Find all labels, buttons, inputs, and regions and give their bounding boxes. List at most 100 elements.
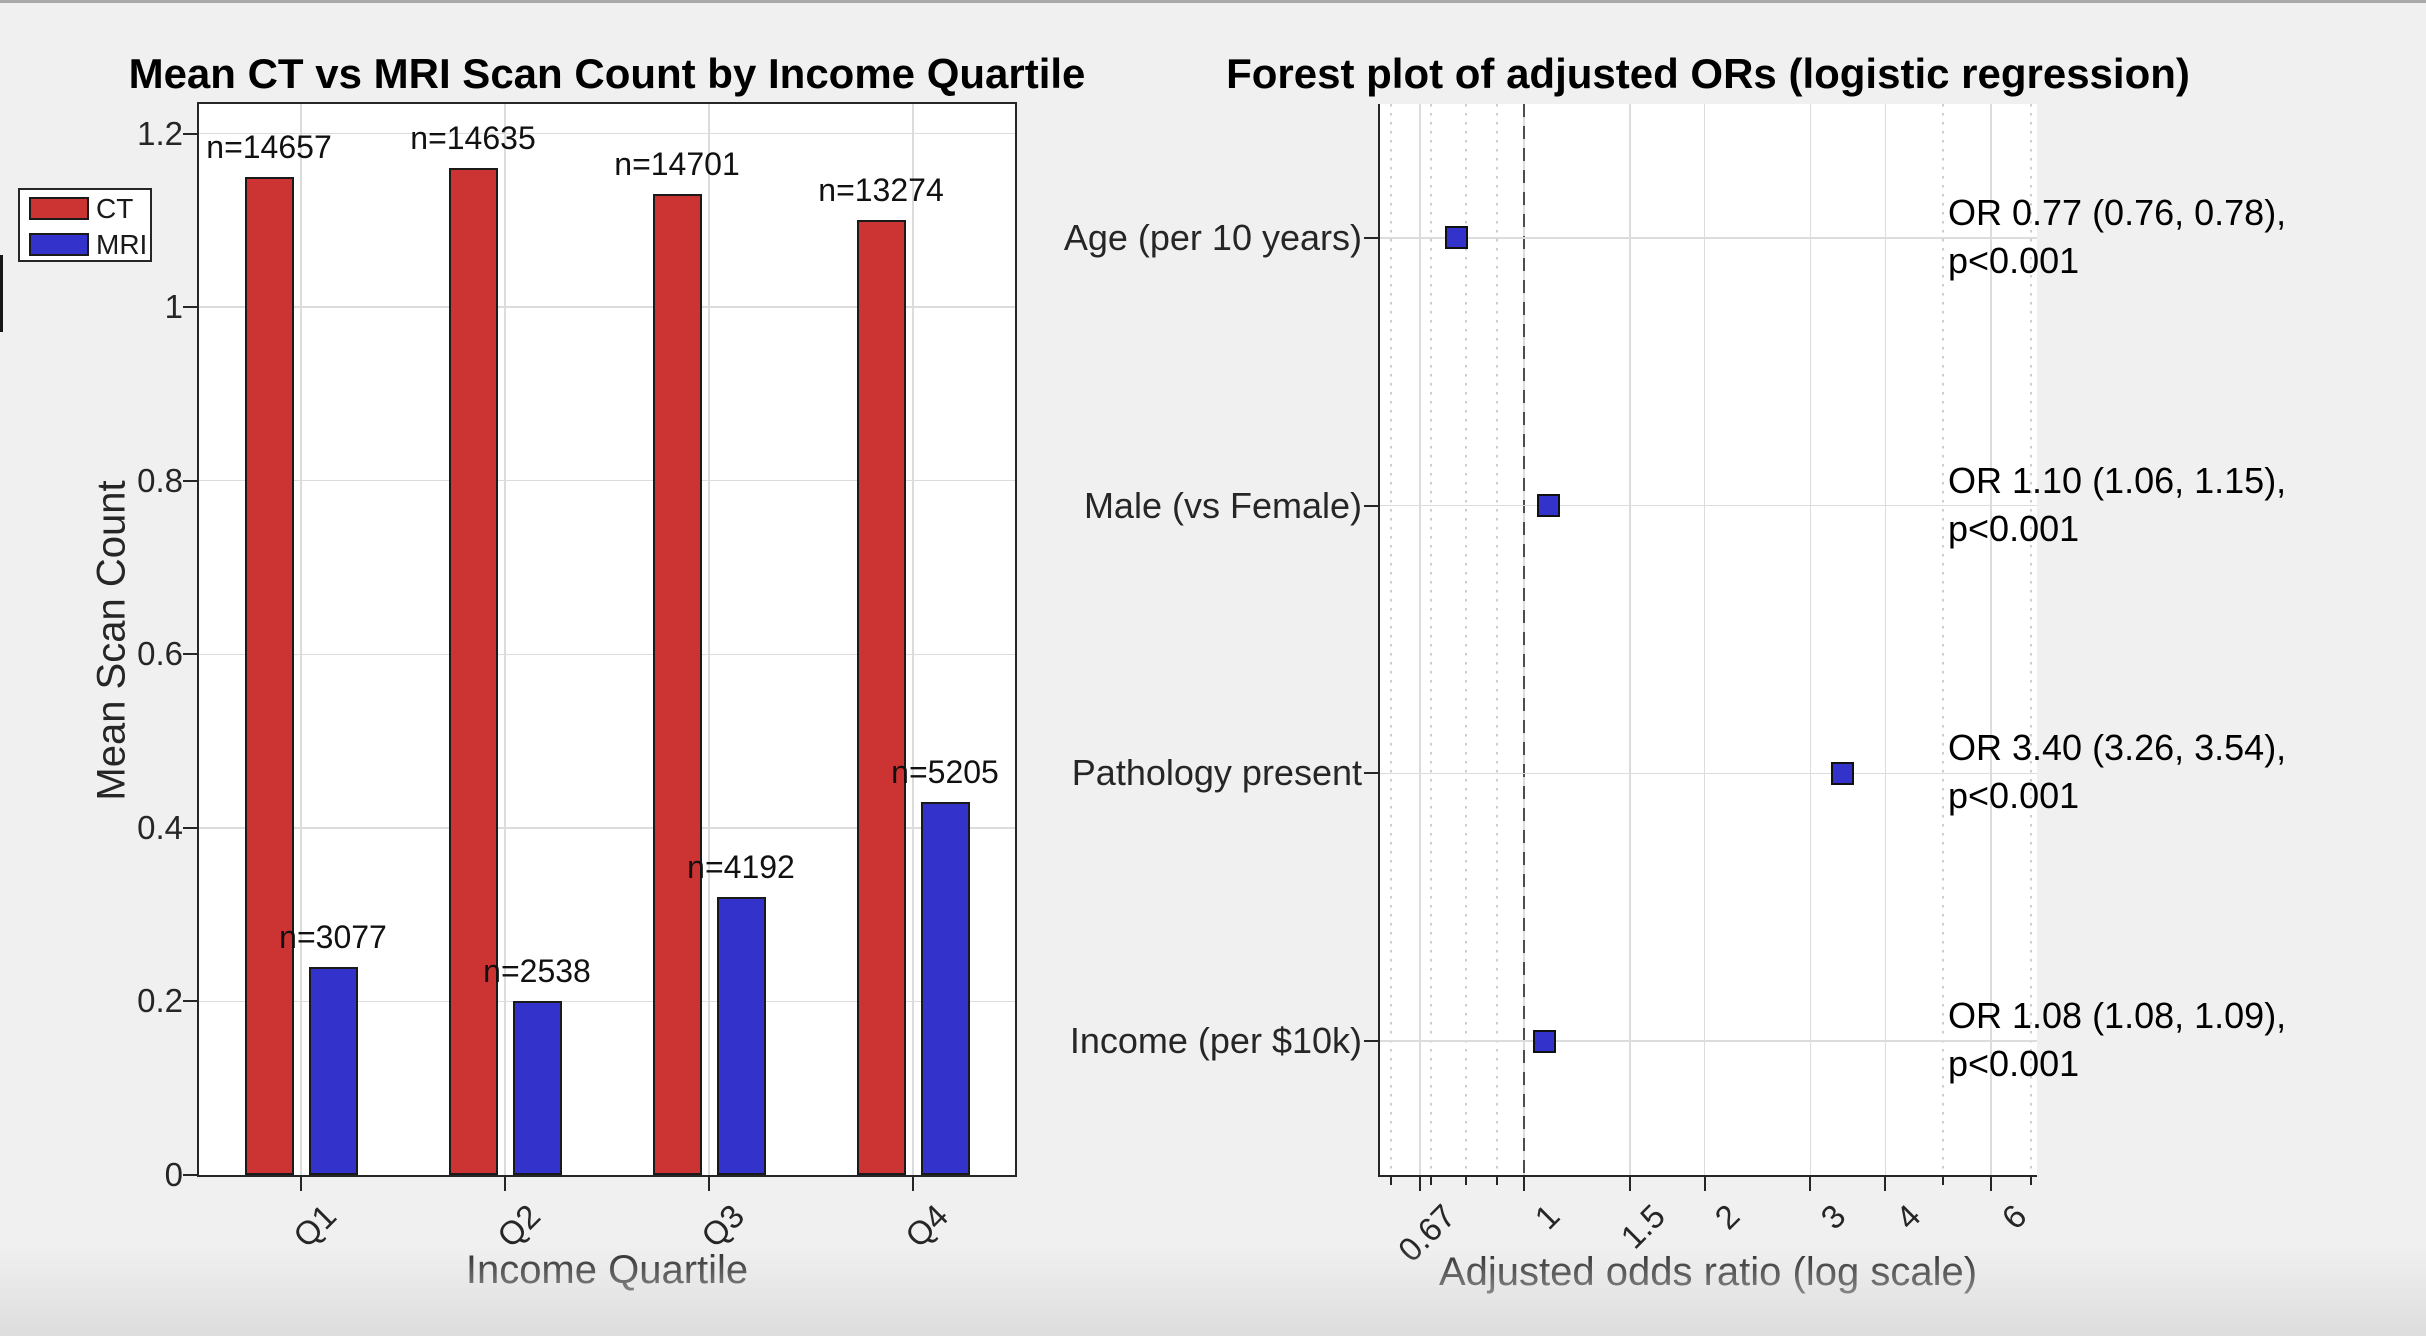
- mri-bar-q2: [512, 1001, 562, 1175]
- y-tick-label-0: 0: [164, 1156, 183, 1193]
- ct-bar-value-label-q3: n=14701: [614, 146, 740, 183]
- forest-x-gridline-6: [1990, 104, 1992, 1175]
- forest-plot-title: Forest plot of adjusted ORs (logistic re…: [1226, 50, 2190, 97]
- x-tick-Q3: [708, 1177, 710, 1191]
- forest-x-tick-1.5: [1628, 1177, 1631, 1191]
- or-annotation-male-vs-female: OR 1.10 (1.06, 1.15), p<0.001: [1948, 457, 2418, 553]
- x-gridline-Q2: [504, 104, 506, 1175]
- y-gridline-1.2: [199, 132, 1015, 135]
- or-annotation-line1-pathology-present: OR 3.40 (3.26, 3.54),: [1948, 727, 2287, 769]
- forest-row-gridline-male-vs-female: [1380, 504, 2037, 507]
- x-gridline-Q3: [708, 104, 710, 1175]
- forest-marker-age-per-10-years: [1444, 226, 1468, 250]
- or-annotation-pathology-present: OR 3.40 (3.26, 3.54), p<0.001: [1948, 724, 2418, 820]
- forest-minor-gridline-5: [1942, 104, 1945, 1175]
- forest-row-tick-male-vs-female: [1364, 504, 1378, 507]
- y-tick-1.2: [183, 132, 197, 135]
- y-tick-label-0.4: 0.4: [137, 808, 183, 846]
- reference-line-or-1: [1523, 104, 1526, 1175]
- legend-swatch-ct: [29, 197, 89, 220]
- mri-bar-value-label-q1: n=3077: [279, 918, 387, 955]
- or-annotation-line2-male-vs-female: p<0.001: [1948, 507, 2080, 549]
- forest-minor-gridline-0.9: [1495, 104, 1498, 1175]
- y-tick-0: [183, 1174, 197, 1176]
- ct-bar-q4: [856, 220, 906, 1175]
- forest-plot-area: [1380, 104, 2037, 1175]
- x-gridline-Q1: [300, 104, 302, 1175]
- forest-minor-gridline-7: [2030, 104, 2033, 1175]
- forest-minor-tick-0.6: [1390, 1177, 1393, 1185]
- y-tick-0.2: [183, 1000, 197, 1003]
- y-tick-label-0.8: 0.8: [137, 461, 183, 499]
- forest-row-gridline-pathology-present: [1380, 772, 2037, 775]
- y-gridline-0.2: [199, 1000, 1015, 1003]
- legend-swatch-mri: [29, 233, 89, 256]
- forest-minor-gridline-0.6: [1390, 104, 1393, 1175]
- x-tick-Q2: [504, 1177, 506, 1191]
- forest-row-tick-age-per-10-years: [1364, 236, 1378, 239]
- or-annotation-line2-age-per-10-years: p<0.001: [1948, 239, 2080, 281]
- window-top-edge: [0, 0, 2426, 3]
- forest-x-tick-2: [1703, 1177, 1706, 1191]
- x-tick-Q4: [912, 1177, 914, 1191]
- forest-row-tick-pathology-present: [1364, 772, 1378, 775]
- or-annotation-line2-income-per-10k: p<0.001: [1948, 1043, 2080, 1085]
- forest-x-gridline-1.5: [1629, 104, 1631, 1175]
- forest-marker-male-vs-female: [1537, 494, 1561, 518]
- or-annotation-line1-income-per-10k: OR 1.08 (1.08, 1.09),: [1948, 995, 2287, 1037]
- y-tick-1: [183, 306, 197, 309]
- forest-marker-pathology-present: [1831, 761, 1855, 785]
- y-tick-0.4: [183, 826, 197, 829]
- forest-minor-gridline-0.7: [1430, 104, 1433, 1175]
- y-tick-label-0.6: 0.6: [137, 635, 183, 673]
- mri-bar-value-label-q2: n=2538: [483, 953, 591, 990]
- forest-x-gridline-0.67: [1419, 104, 1421, 1175]
- or-annotation-income-per-10k: OR 1.08 (1.08, 1.09), p<0.001: [1948, 992, 2418, 1088]
- window-bottom-shadow: [0, 1246, 2426, 1336]
- forest-minor-tick-0.8: [1465, 1177, 1468, 1185]
- forest-row-label-male-vs-female: Male (vs Female): [1083, 484, 1362, 526]
- y-gridline-0.6: [199, 653, 1015, 655]
- forest-x-axis-line: [1378, 1175, 2037, 1177]
- mri-bar-q4: [920, 801, 970, 1175]
- y-tick-0.8: [183, 479, 197, 482]
- forest-minor-tick-0.9: [1495, 1177, 1498, 1185]
- ct-bar-value-label-q2: n=14635: [410, 120, 536, 157]
- forest-row-gridline-age-per-10-years: [1380, 237, 2037, 239]
- forest-marker-income-per-10k: [1532, 1029, 1556, 1053]
- legend: CT MRI: [18, 188, 152, 262]
- forest-row-label-age-per-10-years: Age (per 10 years): [1063, 216, 1362, 258]
- forest-x-tick-label-2-text: 2: [1707, 1197, 1747, 1237]
- ct-bar-value-label-q1: n=14657: [206, 128, 332, 165]
- window-left-edge-artifact: [0, 255, 3, 332]
- ct-bar-q2: [448, 168, 498, 1175]
- or-annotation-age-per-10-years: OR 0.77 (0.76, 0.78), p<0.001: [1948, 189, 2418, 285]
- x-tick-Q1: [300, 1177, 302, 1191]
- or-annotation-line1-age-per-10-years: OR 0.77 (0.76, 0.78),: [1948, 191, 2287, 233]
- forest-row-gridline-income-per-10k: [1380, 1040, 2037, 1042]
- y-gridline-0.4: [199, 827, 1015, 829]
- legend-label-mri: MRI: [96, 229, 148, 260]
- ct-bar-q3: [652, 194, 702, 1175]
- forest-minor-tick-0.7: [1430, 1177, 1433, 1185]
- y-tick-label-0.2: 0.2: [137, 982, 183, 1020]
- forest-x-tick-label-6-text: 6: [1993, 1197, 2034, 1237]
- forest-x-tick-6: [1989, 1177, 1992, 1191]
- y-gridline-0.8: [199, 479, 1015, 482]
- forest-x-tick-3: [1809, 1177, 1812, 1191]
- ct-bar-q1: [244, 176, 294, 1175]
- x-gridline-Q4: [912, 104, 914, 1175]
- forest-row-tick-income-per-10k: [1364, 1040, 1378, 1043]
- ct-bar-value-label-q4: n=13274: [818, 172, 944, 209]
- forest-minor-tick-7: [2030, 1177, 2033, 1185]
- y-tick-label-1: 1: [164, 288, 183, 326]
- forest-y-axis-line: [1378, 104, 1380, 1177]
- mri-bar-q3: [716, 897, 766, 1175]
- forest-x-tick-label-3-text: 3: [1813, 1197, 1853, 1237]
- forest-row-label-pathology-present: Pathology present: [1071, 752, 1362, 794]
- forest-x-tick-1: [1523, 1177, 1526, 1191]
- forest-x-gridline-4: [1884, 104, 1887, 1175]
- forest-x-gridline-3: [1809, 104, 1812, 1175]
- or-annotation-line2-pathology-present: p<0.001: [1948, 775, 2080, 817]
